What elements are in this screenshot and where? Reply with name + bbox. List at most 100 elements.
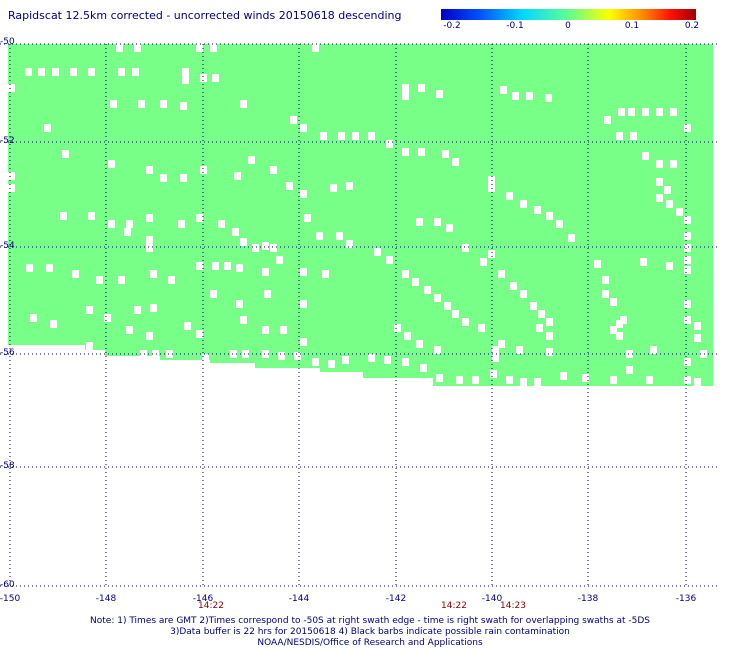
data-gap xyxy=(386,140,393,148)
data-gap xyxy=(178,220,185,228)
data-gap xyxy=(146,214,153,222)
data-gap xyxy=(656,178,663,186)
lon-label: -142 xyxy=(385,594,407,604)
data-gap xyxy=(160,100,167,108)
data-gap xyxy=(180,102,187,110)
time-label: 14:23 xyxy=(500,601,526,611)
time-label: 14:22 xyxy=(198,601,224,611)
data-gap xyxy=(670,160,677,168)
data-gap xyxy=(402,92,409,100)
data-gap xyxy=(270,244,277,252)
lon-label: -140 xyxy=(481,594,503,604)
data-gap xyxy=(150,270,157,278)
data-gap xyxy=(436,90,443,98)
data-gap xyxy=(124,228,131,236)
data-gap xyxy=(104,314,111,322)
data-gap xyxy=(404,332,411,340)
data-gap xyxy=(520,290,527,298)
data-gap xyxy=(480,258,487,266)
data-gap xyxy=(132,68,139,76)
data-gap xyxy=(684,300,691,308)
lat-label: -56 xyxy=(0,348,15,358)
data-gap xyxy=(488,250,495,258)
data-gap xyxy=(236,300,243,308)
data-gap xyxy=(546,212,553,220)
data-gap xyxy=(582,374,589,382)
data-gap xyxy=(676,208,683,216)
data-gap xyxy=(30,314,37,322)
colorbar-tick: 0 xyxy=(565,21,571,31)
data-gap xyxy=(434,346,441,354)
data-gap xyxy=(240,100,247,108)
data-gap xyxy=(196,330,203,338)
data-gap xyxy=(434,294,441,302)
data-gap xyxy=(26,264,33,272)
data-gap xyxy=(446,224,453,232)
data-gap xyxy=(516,346,523,354)
data-gap xyxy=(694,322,701,330)
data-gap xyxy=(44,124,51,132)
data-gap xyxy=(416,218,423,226)
data-gap xyxy=(346,240,353,248)
data-gap xyxy=(546,318,553,326)
data-gap xyxy=(646,376,653,384)
lon-label: -146 xyxy=(192,594,214,604)
footnote-line-3: NOAA/NESDIS/Office of Research and Appli… xyxy=(257,638,483,648)
data-gap xyxy=(52,68,59,76)
data-gap xyxy=(616,332,623,340)
data-gap xyxy=(394,324,401,332)
data-gap xyxy=(210,290,217,298)
data-gap xyxy=(616,132,623,140)
data-gap xyxy=(684,266,691,274)
data-gap xyxy=(472,376,479,384)
data-gaps xyxy=(8,44,707,386)
footnote-line-1: Note: 1) Times are GMT 2)Times correspon… xyxy=(90,616,650,626)
data-gap xyxy=(545,94,552,102)
data-gap xyxy=(492,346,499,354)
data-gap xyxy=(684,244,691,252)
data-gap xyxy=(546,332,553,340)
data-gap xyxy=(328,360,335,368)
colorbar-tick: -0.1 xyxy=(506,21,524,31)
data-gap xyxy=(240,316,247,324)
data-gap xyxy=(300,268,307,276)
map-title: Rapidscat 12.5km corrected - uncorrected… xyxy=(8,9,402,22)
data-gap xyxy=(316,232,323,240)
data-gap xyxy=(25,68,32,76)
data-gap xyxy=(402,148,409,156)
data-gap xyxy=(452,310,459,318)
data-gap xyxy=(294,352,301,360)
data-gap xyxy=(492,354,499,362)
data-gap xyxy=(126,220,133,228)
data-gap xyxy=(666,200,673,208)
colorbar-tick: -0.2 xyxy=(443,21,461,31)
data-gap xyxy=(236,264,243,272)
data-gap xyxy=(166,350,173,358)
graticule xyxy=(0,43,720,588)
data-gap xyxy=(146,166,153,174)
data-gap xyxy=(262,242,269,250)
data-gap xyxy=(684,358,691,366)
data-gap xyxy=(286,182,293,190)
data-gap xyxy=(240,238,247,246)
data-gap xyxy=(108,220,115,228)
data-gap xyxy=(212,262,219,270)
data-gap xyxy=(248,156,255,164)
data-gap xyxy=(498,270,505,278)
data-gap xyxy=(300,338,307,346)
data-gap xyxy=(300,124,307,132)
data-gap xyxy=(602,276,609,284)
data-gap xyxy=(610,376,617,384)
data-gap xyxy=(412,278,419,286)
data-gap xyxy=(526,92,533,100)
lon-label: -138 xyxy=(577,594,599,604)
data-gap xyxy=(146,244,153,252)
data-gap xyxy=(270,166,277,174)
data-gap xyxy=(196,262,203,270)
data-gap xyxy=(184,322,191,330)
data-gap xyxy=(456,376,463,384)
data-gap xyxy=(322,270,329,278)
data-gap xyxy=(108,160,115,168)
time-label: 14:22 xyxy=(441,601,467,611)
data-gap xyxy=(262,350,269,358)
